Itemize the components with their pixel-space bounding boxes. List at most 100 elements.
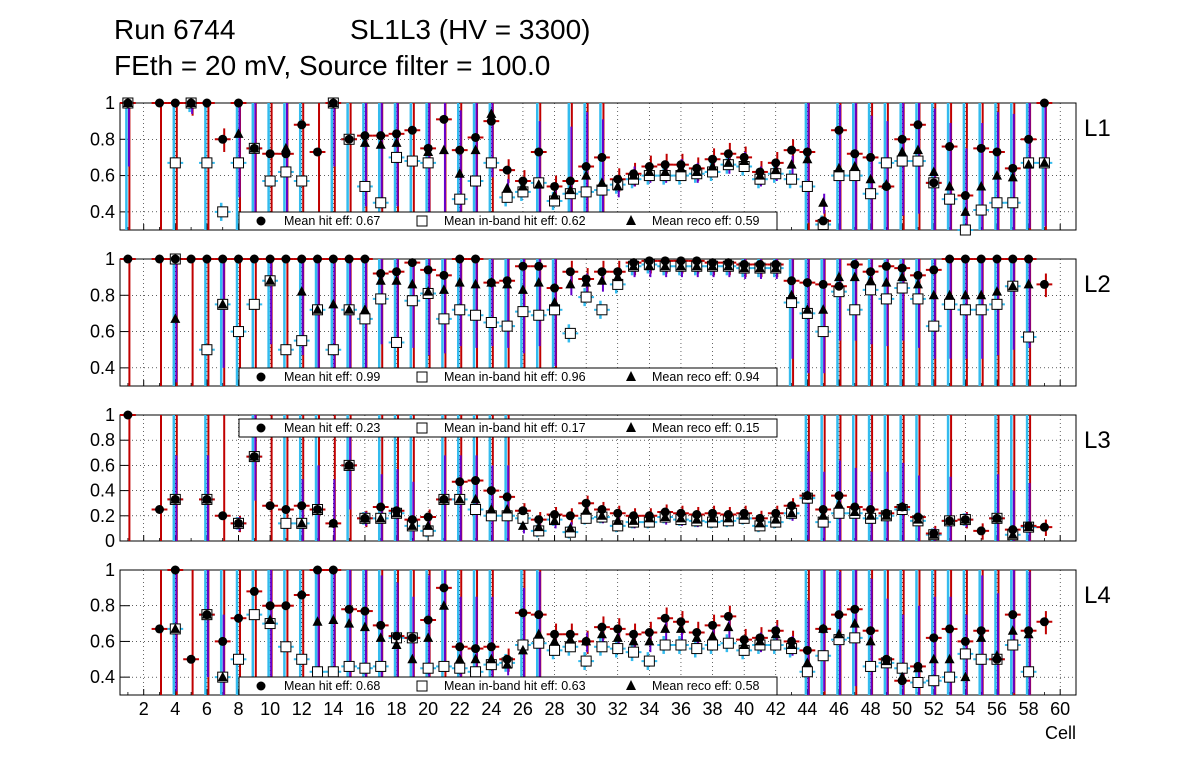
reco-point: [723, 512, 734, 523]
hit-point: [218, 511, 228, 521]
reco-point: [960, 206, 971, 216]
legend-reco-label: Mean reco eff: 0.59: [652, 214, 760, 228]
reco-point: [707, 630, 718, 641]
inband-point: [233, 653, 245, 665]
reco-point: [912, 514, 923, 524]
reco-point: [549, 515, 560, 525]
inband-point: [312, 666, 324, 678]
reco-point: [833, 498, 844, 509]
hit-point: [723, 611, 733, 621]
reco-point: [1023, 159, 1034, 169]
inband-point: [944, 193, 956, 205]
reco-point: [770, 628, 781, 639]
reco-point: [833, 162, 844, 173]
inband-point: [1007, 639, 1019, 651]
inband-point: [375, 197, 387, 209]
reco-point: [201, 609, 212, 619]
reco-point: [170, 313, 181, 323]
hit-point: [518, 506, 528, 516]
reco-point: [596, 510, 607, 520]
reco-point: [359, 137, 370, 147]
hit-point: [597, 267, 607, 277]
reco-point: [454, 168, 465, 178]
reco-point: [502, 278, 513, 289]
x-tick-label: 12: [292, 699, 312, 719]
inband-point: [865, 188, 877, 200]
hit-point: [392, 267, 402, 277]
reco-point: [1007, 529, 1018, 539]
hit-point: [155, 505, 165, 514]
reco-point: [833, 628, 844, 639]
x-tick-label: 6: [202, 699, 212, 719]
hit-point: [945, 624, 955, 634]
inband-point: [801, 180, 813, 192]
inband-point: [944, 298, 956, 310]
hit-point: [455, 254, 465, 264]
reco-point: [265, 275, 276, 285]
reco-point: [438, 600, 449, 610]
reco-point: [296, 286, 307, 296]
inband-point: [580, 655, 592, 667]
inband-point: [248, 298, 260, 310]
hit-point: [297, 590, 307, 600]
inband-point: [233, 326, 245, 338]
hit-point: [976, 254, 986, 264]
inband-point: [501, 191, 513, 203]
legend-inband-marker: [416, 422, 428, 434]
reco-point: [881, 277, 892, 287]
inband-point: [391, 151, 403, 163]
panel-l2: 0.4 0.6 0.8 1 Mean hit eff: 0.99 Mean in-band…: [90, 249, 1111, 387]
hit-point: [1039, 617, 1049, 627]
hit-point: [802, 645, 812, 655]
hit-point: [1008, 163, 1018, 173]
y-tick-label: 0.4: [90, 202, 115, 222]
reco-point: [328, 517, 339, 528]
inband-point: [359, 180, 371, 192]
hit-point: [502, 492, 512, 502]
reco-point: [960, 514, 971, 524]
y-tick-label: 0.2: [90, 506, 115, 526]
reco-point: [423, 146, 434, 156]
inband-point: [454, 662, 466, 674]
hit-point: [392, 129, 402, 139]
legend-reco-marker: [626, 680, 636, 690]
hit-point: [423, 615, 433, 625]
legend-reco-marker: [626, 422, 636, 432]
y-tick-label: 0.4: [90, 481, 115, 501]
inband-point: [580, 186, 592, 198]
hit-point: [281, 254, 291, 264]
x-tick-label: 40: [734, 699, 754, 719]
x-tick-label: 14: [323, 699, 343, 719]
reco-point: [865, 635, 876, 646]
y-tick-label: 0.8: [90, 129, 115, 149]
inband-point: [217, 206, 229, 218]
reco-point: [296, 517, 307, 528]
reco-point: [249, 451, 260, 461]
reco-point: [265, 614, 276, 624]
hit-point: [297, 501, 307, 511]
legend-box: [238, 418, 778, 438]
hit-point: [850, 259, 860, 269]
hit-point: [787, 276, 797, 286]
hit-point: [866, 505, 876, 514]
inband-point: [359, 313, 371, 325]
inband-point: [817, 650, 829, 662]
y-tick-label: 0.6: [90, 631, 115, 651]
reco-point: [217, 298, 228, 309]
inband-point: [991, 298, 1003, 310]
reco-point: [786, 289, 797, 300]
reco-point: [612, 632, 623, 642]
hit-point: [597, 152, 607, 162]
hit-point: [976, 526, 986, 536]
inband-point: [612, 643, 624, 655]
reco-point: [644, 166, 655, 176]
hit-point: [376, 502, 386, 512]
reco-point: [1023, 521, 1034, 532]
reco-point: [691, 166, 702, 176]
legend-inband-marker: [416, 680, 428, 692]
hit-point: [802, 278, 812, 288]
reco-point: [359, 512, 370, 523]
legend-hit-marker: [256, 681, 266, 691]
reco-point: [517, 180, 528, 191]
reco-point: [359, 621, 370, 632]
